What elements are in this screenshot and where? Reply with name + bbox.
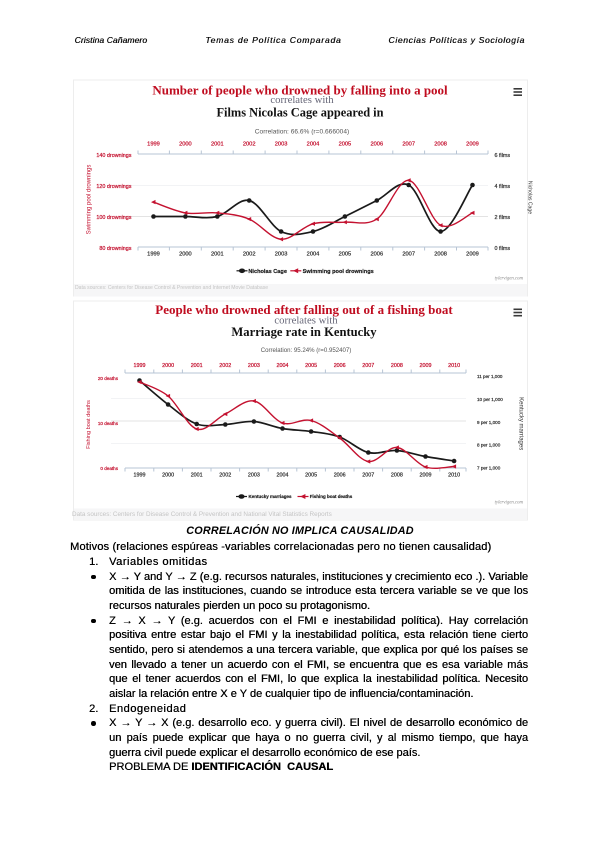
svg-text:2009: 2009 [466, 252, 479, 258]
svg-text:tylervigen.com: tylervigen.com [495, 277, 524, 282]
svg-text:2003: 2003 [275, 252, 288, 258]
svg-text:140 drownings: 140 drownings [96, 153, 131, 159]
svg-text:tylervigen.com: tylervigen.com [495, 500, 524, 505]
svg-text:correlates with: correlates with [274, 315, 338, 327]
svg-text:120 drownings: 120 drownings [96, 184, 131, 190]
svg-text:2010: 2010 [448, 472, 460, 478]
svg-text:2007: 2007 [362, 472, 374, 478]
svg-text:2000: 2000 [162, 472, 174, 478]
svg-text:2000: 2000 [179, 252, 192, 258]
svg-text:2001: 2001 [211, 252, 224, 258]
svg-text:2001: 2001 [211, 142, 224, 148]
svg-text:Data sources: Centers for Dise: Data sources: Centers for Disease Contro… [72, 511, 332, 518]
svg-text:2002: 2002 [243, 252, 256, 258]
svg-text:1999: 1999 [134, 472, 146, 478]
svg-text:Nicholas Cage: Nicholas Cage [527, 181, 533, 214]
svg-text:Marriage rate in Kentucky: Marriage rate in Kentucky [231, 325, 377, 339]
svg-text:20 deaths: 20 deaths [98, 376, 119, 381]
svg-text:Data sources: Centers for Dise: Data sources: Centers for Disease Contro… [75, 285, 268, 291]
svg-text:2000: 2000 [162, 363, 174, 369]
svg-text:10 deaths: 10 deaths [98, 421, 119, 426]
svg-text:2001: 2001 [191, 472, 203, 478]
svg-text:2001: 2001 [191, 363, 203, 369]
svg-text:Correlation: 66.6% (r=0.666004: Correlation: 66.6% (r=0.666004) [255, 129, 349, 136]
svg-text:7 per 1,000: 7 per 1,000 [477, 466, 501, 471]
svg-text:4 films: 4 films [495, 184, 511, 190]
svg-text:2003: 2003 [248, 363, 260, 369]
svg-text:8 per 1,000: 8 per 1,000 [477, 443, 501, 448]
svg-text:Nicholas Cage: Nicholas Cage [248, 269, 287, 275]
svg-text:9 per 1,000: 9 per 1,000 [477, 420, 501, 425]
svg-text:2009: 2009 [420, 363, 432, 369]
svg-text:Fishing boat deaths: Fishing boat deaths [86, 400, 92, 449]
svg-text:Films Nicolas Cage appeared in: Films Nicolas Cage appeared in [216, 105, 383, 119]
svg-text:2005: 2005 [305, 472, 317, 478]
svg-text:11 per 1,000: 11 per 1,000 [477, 374, 503, 379]
svg-text:2003: 2003 [248, 472, 260, 478]
svg-text:2006: 2006 [334, 472, 346, 478]
svg-text:Number of people who drowned b: Number of people who drowned by falling … [152, 83, 448, 98]
svg-text:2003: 2003 [275, 142, 288, 148]
svg-text:2 films: 2 films [495, 215, 511, 221]
svg-text:2002: 2002 [243, 142, 256, 148]
svg-text:2007: 2007 [402, 142, 415, 148]
svg-text:2002: 2002 [219, 472, 231, 478]
svg-text:Fishing boat deaths: Fishing boat deaths [310, 494, 353, 499]
svg-text:2002: 2002 [219, 363, 231, 369]
svg-text:0 films: 0 films [495, 246, 511, 252]
svg-text:2000: 2000 [179, 142, 192, 148]
svg-text:correlates with: correlates with [270, 94, 334, 106]
svg-text:2004: 2004 [307, 252, 320, 258]
svg-text:2008: 2008 [391, 363, 403, 369]
svg-text:2004: 2004 [277, 363, 289, 369]
svg-text:Swimming pool drownings: Swimming pool drownings [87, 165, 93, 235]
svg-text:100 drownings: 100 drownings [96, 215, 131, 221]
svg-text:80 drownings: 80 drownings [99, 246, 131, 252]
svg-text:2005: 2005 [305, 363, 317, 369]
svg-text:2008: 2008 [434, 142, 447, 148]
svg-text:Kentucky marriages: Kentucky marriages [518, 397, 524, 450]
svg-text:2010: 2010 [448, 363, 460, 369]
svg-text:Correlation: 95.24% (r=0.95240: Correlation: 95.24% (r=0.952407) [261, 347, 352, 354]
svg-text:1999: 1999 [147, 252, 160, 258]
svg-text:10 per 1,000: 10 per 1,000 [477, 397, 503, 402]
svg-text:2005: 2005 [339, 142, 352, 148]
svg-text:2004: 2004 [277, 472, 289, 478]
svg-text:2009: 2009 [420, 472, 432, 478]
svg-text:2006: 2006 [370, 142, 383, 148]
svg-text:2008: 2008 [391, 472, 403, 478]
svg-text:2006: 2006 [334, 363, 346, 369]
svg-text:People who drowned after falli: People who drowned after falling out of … [155, 302, 453, 317]
svg-text:1999: 1999 [134, 363, 146, 369]
svg-text:2007: 2007 [362, 363, 374, 369]
svg-text:2009: 2009 [466, 142, 479, 148]
svg-text:2006: 2006 [370, 252, 383, 258]
svg-text:6 films: 6 films [495, 153, 511, 159]
svg-text:2005: 2005 [339, 252, 352, 258]
svg-text:2008: 2008 [434, 252, 447, 258]
svg-text:2007: 2007 [402, 252, 415, 258]
svg-text:2004: 2004 [307, 142, 320, 148]
svg-text:1999: 1999 [147, 142, 160, 148]
svg-text:0 deaths: 0 deaths [100, 466, 118, 471]
svg-text:Swimming pool drownings: Swimming pool drownings [303, 269, 374, 275]
svg-text:Kentucky marriages: Kentucky marriages [249, 494, 293, 499]
